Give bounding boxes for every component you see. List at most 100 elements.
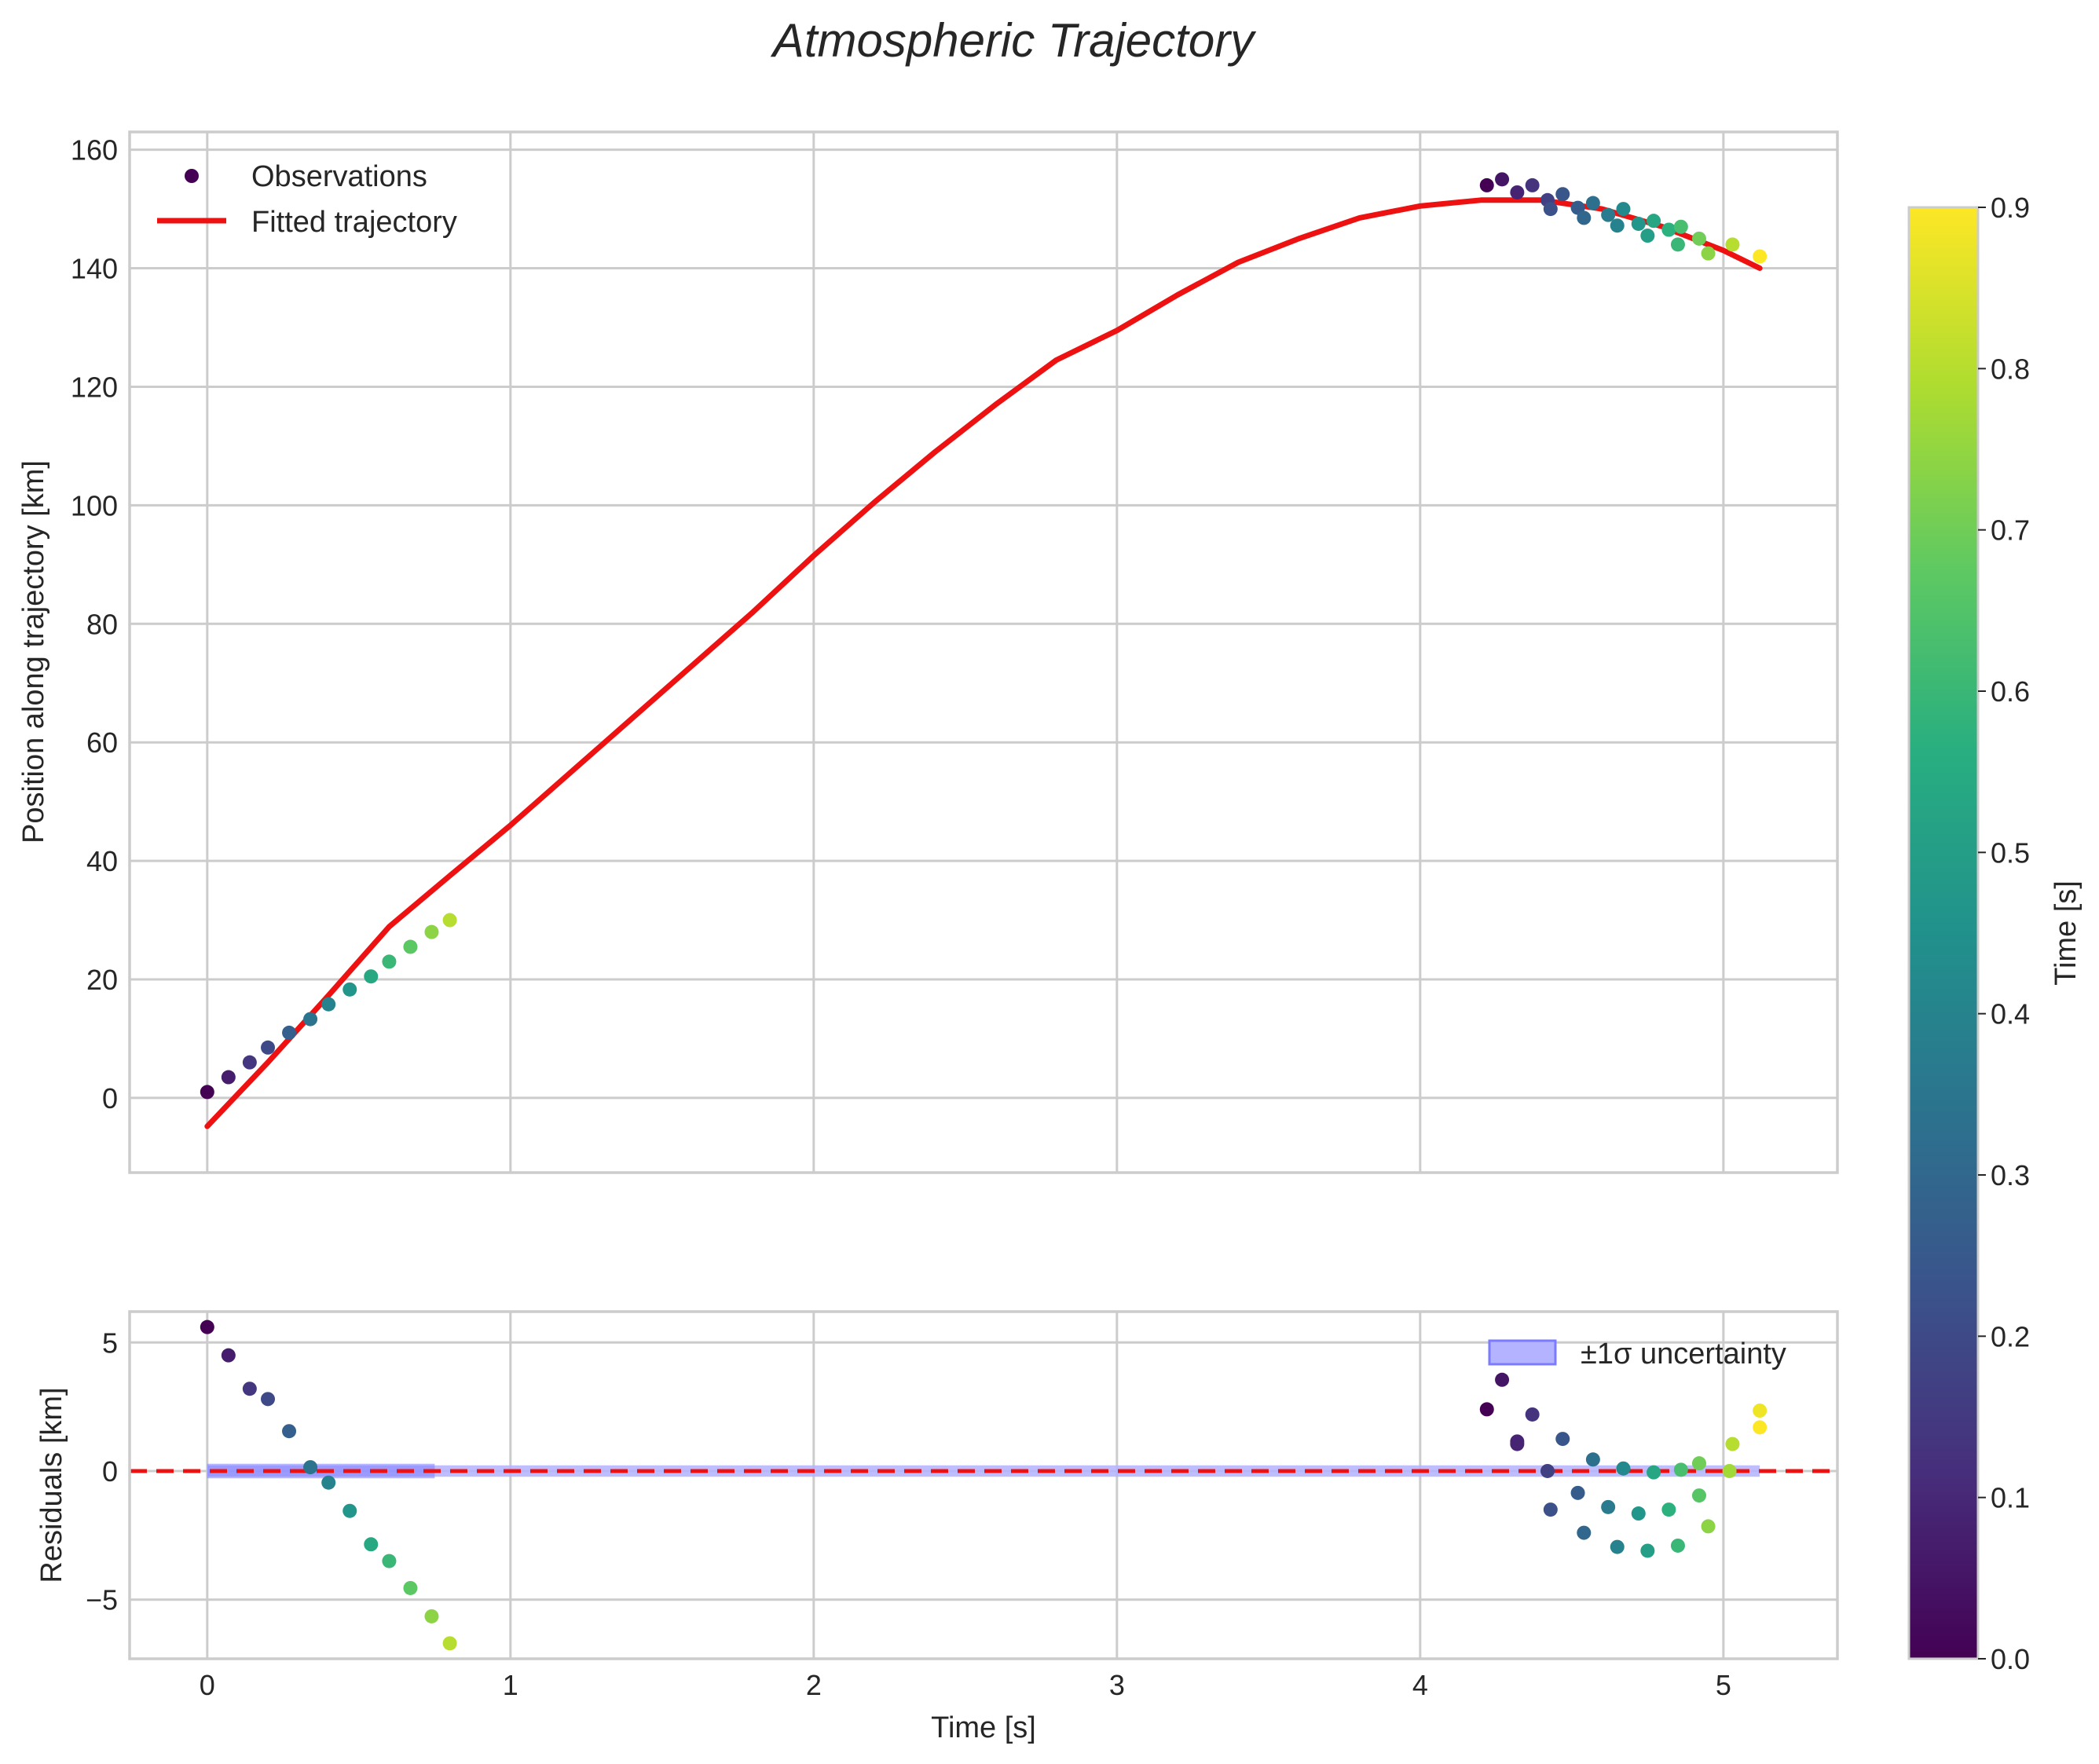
residual-point (1670, 1538, 1685, 1553)
residuals-axes-frame (128, 1310, 1839, 1660)
main-y-tick-label: 0 (102, 1082, 118, 1114)
observation-point (1725, 237, 1740, 252)
main-y-tick-label: 80 (86, 608, 118, 640)
residual-point (1585, 1452, 1600, 1467)
observation-point (364, 969, 379, 984)
residual-point (1753, 1404, 1767, 1418)
residual-point (1543, 1502, 1558, 1517)
observation-point (424, 924, 439, 939)
observation-point (303, 1012, 318, 1027)
observation-point (1510, 185, 1525, 199)
residual-point (321, 1475, 336, 1490)
observation-point (200, 1085, 214, 1100)
residual-point (303, 1460, 318, 1475)
observation-point (1543, 202, 1558, 217)
x-axis-label: Time [s] (931, 1711, 1036, 1744)
residual-point (200, 1319, 214, 1334)
residuals-y-tick-label: 0 (102, 1455, 118, 1488)
observation-point (442, 913, 457, 928)
residual-point (1701, 1519, 1716, 1534)
residual-point (442, 1636, 457, 1651)
observation-point (221, 1070, 236, 1085)
residual-point (364, 1537, 379, 1552)
residual-point (1631, 1506, 1646, 1521)
uncertainty-band (207, 1465, 1760, 1477)
main-y-tick-label: 160 (71, 134, 118, 167)
colorbar-tick-label: 0.3 (1991, 1159, 2030, 1191)
colorbar-tick-label: 0.8 (1991, 353, 2030, 385)
residual-point (424, 1608, 439, 1623)
residual-point (1555, 1432, 1570, 1447)
observation-point (321, 997, 336, 1012)
colorbar-tick-label: 0.9 (1991, 192, 2030, 224)
residual-point (261, 1392, 276, 1407)
residual-point (1753, 1420, 1767, 1435)
colorbar-tick-label: 0.5 (1991, 836, 2030, 869)
observation-point (282, 1025, 297, 1040)
main-y-tick-label: 60 (86, 726, 118, 759)
observation-point (343, 982, 357, 997)
colorbar-tick-label: 0.1 (1991, 1482, 2030, 1514)
residual-point (282, 1424, 297, 1439)
residual-point (1661, 1502, 1676, 1517)
legend-observations-label: Observations (251, 160, 427, 193)
colorbar-ticks: 0.0 0.1 0.2 0.3 0.4 0.5 0.6 0.7 0.8 0.9 (1978, 192, 2030, 1675)
colorbar-gradient (1907, 206, 1980, 1660)
residual-point (1691, 1488, 1706, 1503)
residual-point (343, 1503, 357, 1518)
main-y-tick-label: 40 (86, 845, 118, 877)
residuals-y-axis-label: Residuals [km] (35, 1387, 68, 1583)
observation-point (1631, 216, 1646, 231)
observation-point (1661, 222, 1676, 237)
x-tick-label: 3 (1109, 1669, 1125, 1701)
residuals-y-tick-labels: −5 0 5 (86, 1327, 118, 1616)
legend-observations-marker (185, 169, 199, 183)
main-panel: 0 20 40 60 80 100 120 140 160 Position along tra… (17, 130, 1839, 1174)
observation-point (1479, 177, 1494, 192)
main-legend: Observations Fitted trajectory (157, 160, 457, 239)
observation-point (1753, 249, 1767, 264)
observation-point (403, 939, 418, 954)
residual-point (1616, 1461, 1631, 1476)
main-axes-frame (128, 130, 1839, 1174)
legend-fitted-label: Fitted trajectory (251, 206, 457, 239)
observation-point (1616, 202, 1631, 217)
main-y-tick-label: 120 (71, 371, 118, 403)
x-tick-label: 5 (1716, 1669, 1731, 1701)
observation-point (1577, 210, 1592, 225)
residual-point (1525, 1407, 1540, 1422)
residual-point (1479, 1402, 1494, 1417)
legend-uncertainty-label: ±1σ uncertainty (1581, 1338, 1786, 1371)
residual-point (1725, 1436, 1740, 1451)
residual-point (242, 1382, 257, 1396)
main-y-tick-labels: 0 20 40 60 80 100 120 140 160 (71, 134, 118, 1114)
observation-points (200, 172, 1767, 1100)
residual-point (1570, 1485, 1585, 1500)
chart-title: Atmospheric Trajectory (771, 14, 1257, 67)
observation-point (1691, 231, 1706, 246)
observation-point (1670, 237, 1685, 252)
residual-point (403, 1580, 418, 1595)
observation-point (1701, 246, 1716, 261)
observation-point (242, 1055, 257, 1070)
observation-point (1647, 214, 1661, 229)
x-tick-labels: 0 1 2 3 4 5 (200, 1669, 1731, 1701)
observation-point (1610, 218, 1625, 233)
main-gridlines (130, 132, 1837, 1173)
residual-point (1601, 1499, 1616, 1514)
residual-point (382, 1554, 397, 1568)
observation-point (1585, 196, 1600, 210)
colorbar-tick-label: 0.7 (1991, 514, 2030, 547)
residual-point (1691, 1456, 1706, 1471)
observation-point (1495, 172, 1510, 187)
residuals-panel: −5 0 5 Residuals [km] ±1σ uncertainty (35, 1310, 1839, 1660)
residual-point (1495, 1372, 1510, 1387)
colorbar-label: Time [s] (2050, 880, 2083, 986)
fitted-trajectory-line (204, 197, 1763, 1129)
colorbar-tick-label: 0.4 (1991, 998, 2030, 1030)
residual-point (1577, 1525, 1592, 1540)
colorbar-tick-label: 0.6 (1991, 675, 2030, 708)
observation-point (261, 1040, 276, 1055)
legend-uncertainty-swatch (1488, 1339, 1557, 1366)
